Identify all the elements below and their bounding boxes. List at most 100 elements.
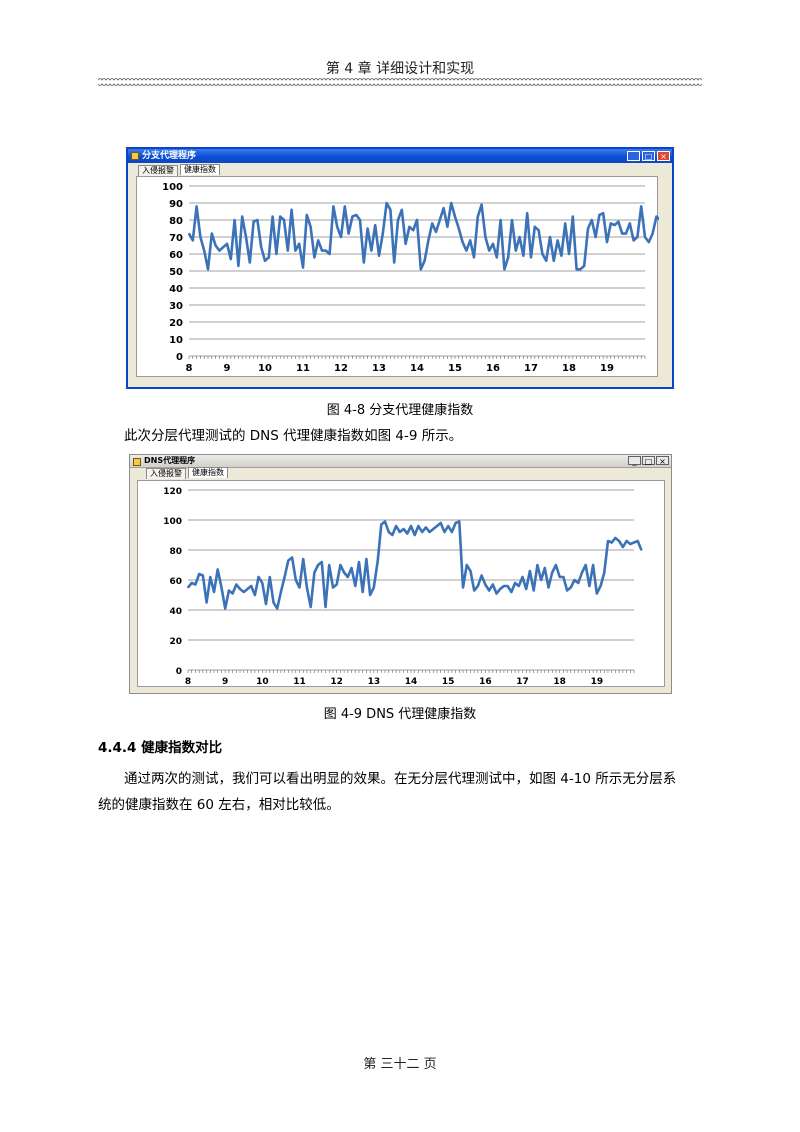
data-point: [484, 236, 487, 238]
close-button[interactable]: ×: [657, 151, 670, 161]
data-point: [517, 585, 520, 587]
y-tick-label: 40: [169, 607, 182, 617]
x-tick-label: 18: [553, 677, 566, 687]
y-tick-label: 20: [169, 637, 182, 647]
x-tick-label: 11: [293, 677, 306, 687]
close-button[interactable]: ×: [656, 456, 669, 466]
tab-health-index[interactable]: 健康指数: [188, 467, 228, 478]
data-point: [454, 215, 456, 218]
y-tick-label: 10: [169, 335, 183, 346]
data-point: [544, 567, 546, 569]
data-point: [235, 583, 238, 586]
data-point: [287, 559, 290, 562]
data-point: [336, 226, 338, 228]
data-point: [220, 586, 223, 589]
data-point: [391, 534, 394, 536]
maximize-button[interactable]: □: [642, 151, 655, 161]
window-title: DNS代理程序: [144, 456, 196, 465]
data-point: [568, 253, 570, 255]
y-tick-label: 0: [176, 667, 182, 677]
data-point: [555, 564, 557, 566]
data-point: [644, 236, 646, 238]
data-point: [332, 205, 335, 208]
data-point: [518, 236, 521, 238]
x-tick-label: 12: [330, 677, 343, 687]
data-point: [499, 588, 502, 590]
data-point: [324, 606, 327, 608]
data-point: [190, 582, 193, 584]
y-tick-label: 70: [169, 233, 183, 244]
data-point: [250, 585, 252, 587]
y-tick-label: 100: [163, 517, 182, 527]
tab-health-index[interactable]: 健康指数: [180, 164, 220, 175]
data-point: [450, 202, 453, 204]
data-point: [458, 520, 461, 523]
data-point: [365, 558, 368, 560]
data-point: [581, 571, 583, 574]
window-titlebar[interactable]: DNS代理程序 _ □ ×: [130, 455, 671, 468]
data-point: [428, 531, 431, 533]
x-tick-label: 19: [600, 363, 614, 374]
y-tick-label: 80: [169, 547, 182, 557]
minimize-button[interactable]: _: [628, 456, 641, 466]
x-tick-label: 13: [368, 677, 381, 687]
data-point: [361, 591, 364, 593]
x-tick-label: 15: [442, 677, 455, 687]
x-tick-label: 14: [410, 363, 424, 374]
y-tick-label: 40: [169, 284, 183, 295]
data-point: [382, 232, 384, 235]
data-point: [387, 531, 390, 533]
data-point: [603, 571, 606, 574]
tab-intrusion-alert[interactable]: 入侵报警: [138, 165, 178, 176]
data-point: [389, 209, 392, 211]
chart-svg: 0 20 40 60 80 100 120 8 9 10 11 12 13 14 15 16 17 18 19: [163, 487, 643, 687]
data-point: [194, 583, 197, 586]
data-point: [306, 586, 308, 589]
data-point: [588, 585, 591, 587]
data-point: [374, 224, 376, 226]
data-point: [594, 236, 597, 238]
data-point: [562, 576, 565, 578]
data-point: [610, 541, 613, 544]
data-point: [465, 564, 468, 566]
data-point: [222, 246, 224, 248]
app-icon: [131, 152, 139, 160]
x-tick-label: 10: [256, 677, 269, 687]
x-tick-label: 16: [486, 363, 500, 374]
data-point: [261, 582, 264, 584]
tab-intrusion-alert[interactable]: 入侵报警: [146, 468, 186, 479]
maximize-button[interactable]: □: [642, 456, 655, 466]
data-point: [359, 219, 361, 221]
data-point: [242, 591, 245, 593]
data-point: [339, 564, 342, 566]
data-point: [570, 586, 572, 589]
data-point: [545, 260, 547, 262]
data-point: [214, 244, 217, 247]
y-tick-label: 100: [162, 182, 183, 193]
data-point: [370, 249, 373, 252]
page-number: 第 三十二 页: [363, 1057, 437, 1072]
data-point: [579, 268, 582, 271]
data-point: [276, 607, 278, 610]
data-point: [572, 215, 574, 218]
data-point: [309, 606, 312, 608]
data-point: [596, 592, 598, 595]
data-point: [402, 528, 405, 530]
data-point: [560, 254, 563, 257]
data-point: [473, 256, 475, 259]
data-point: [431, 222, 434, 225]
chart-svg: 0 10 20 30 40 50 60 70 80 90 100 8 9 10 11 12 13 14 15 16 17…: [162, 182, 659, 374]
minimize-button[interactable]: _: [627, 151, 640, 161]
data-point: [268, 576, 271, 578]
data-point: [410, 525, 412, 527]
tab-bar: 入侵报警 健康指数: [138, 164, 220, 176]
data-point: [237, 265, 240, 267]
data-point: [397, 219, 399, 221]
data-point: [224, 607, 226, 610]
data-point: [317, 239, 319, 242]
data-point: [529, 570, 531, 572]
data-point: [549, 236, 551, 238]
data-point: [584, 564, 587, 566]
data-point: [640, 205, 642, 208]
window-titlebar[interactable]: 分支代理程序 _ □ ×: [128, 149, 672, 163]
